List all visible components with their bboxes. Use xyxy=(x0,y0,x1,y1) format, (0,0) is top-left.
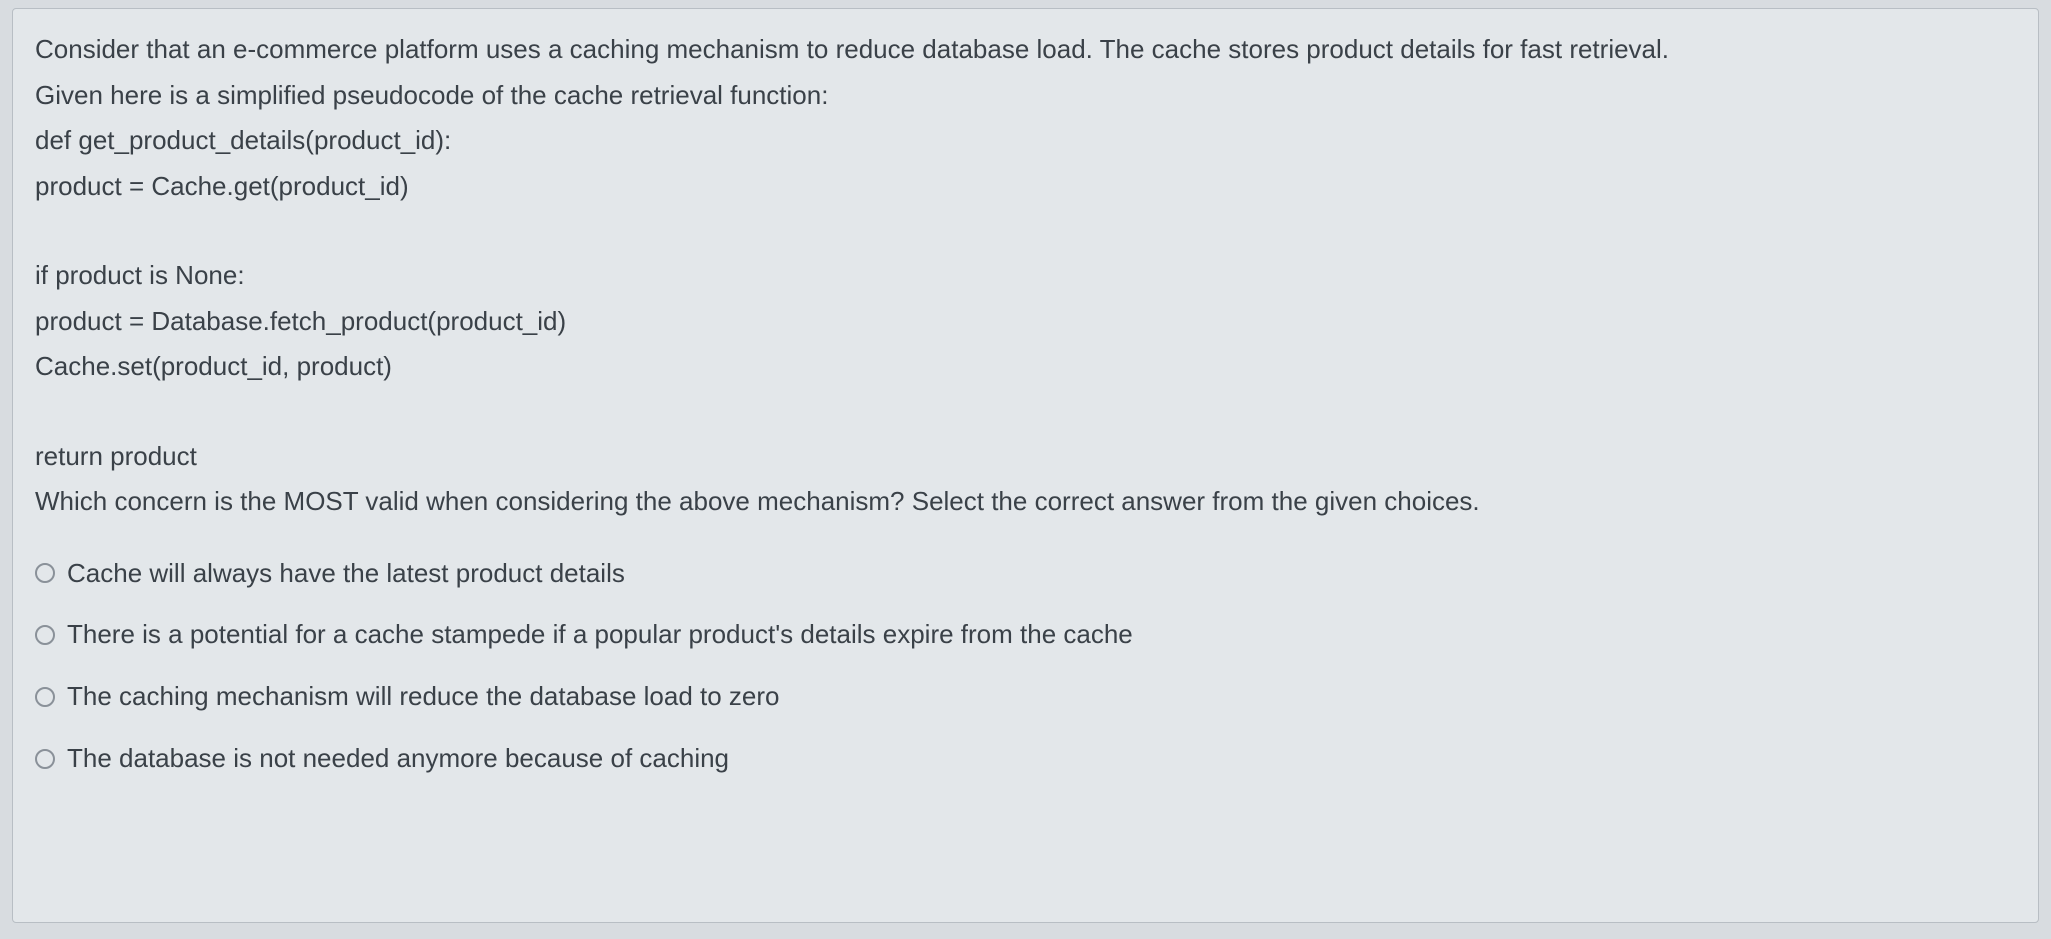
code-line-5: Cache.set(product_id, product) xyxy=(35,344,2016,390)
option-row-2[interactable]: The caching mechanism will reduce the da… xyxy=(35,680,2016,714)
question-panel: Consider that an e-commerce platform use… xyxy=(12,8,2039,923)
option-label-3: The database is not needed anymore becau… xyxy=(67,742,729,776)
question-prompt: Which concern is the MOST valid when con… xyxy=(35,479,2016,525)
option-label-2: The caching mechanism will reduce the da… xyxy=(67,680,780,714)
code-line-6: return product xyxy=(35,434,2016,480)
option-row-1[interactable]: There is a potential for a cache stamped… xyxy=(35,618,2016,652)
code-line-1: def get_product_details(product_id): xyxy=(35,118,2016,164)
option-row-0[interactable]: Cache will always have the latest produc… xyxy=(35,557,2016,591)
question-intro-2: Given here is a simplified pseudocode of… xyxy=(35,73,2016,119)
option-label-0: Cache will always have the latest produc… xyxy=(67,557,625,591)
code-line-3: if product is None: xyxy=(35,253,2016,299)
question-intro-1: Consider that an e-commerce platform use… xyxy=(35,27,2016,73)
radio-icon[interactable] xyxy=(35,625,55,645)
blank-line xyxy=(35,209,2016,253)
blank-line xyxy=(35,390,2016,434)
option-row-3[interactable]: The database is not needed anymore becau… xyxy=(35,742,2016,776)
options-group: Cache will always have the latest produc… xyxy=(35,557,2016,776)
radio-icon[interactable] xyxy=(35,563,55,583)
code-line-4: product = Database.fetch_product(product… xyxy=(35,299,2016,345)
question-body: Consider that an e-commerce platform use… xyxy=(35,27,2016,525)
radio-icon[interactable] xyxy=(35,749,55,769)
code-line-2: product = Cache.get(product_id) xyxy=(35,164,2016,210)
radio-icon[interactable] xyxy=(35,687,55,707)
option-label-1: There is a potential for a cache stamped… xyxy=(67,618,1133,652)
